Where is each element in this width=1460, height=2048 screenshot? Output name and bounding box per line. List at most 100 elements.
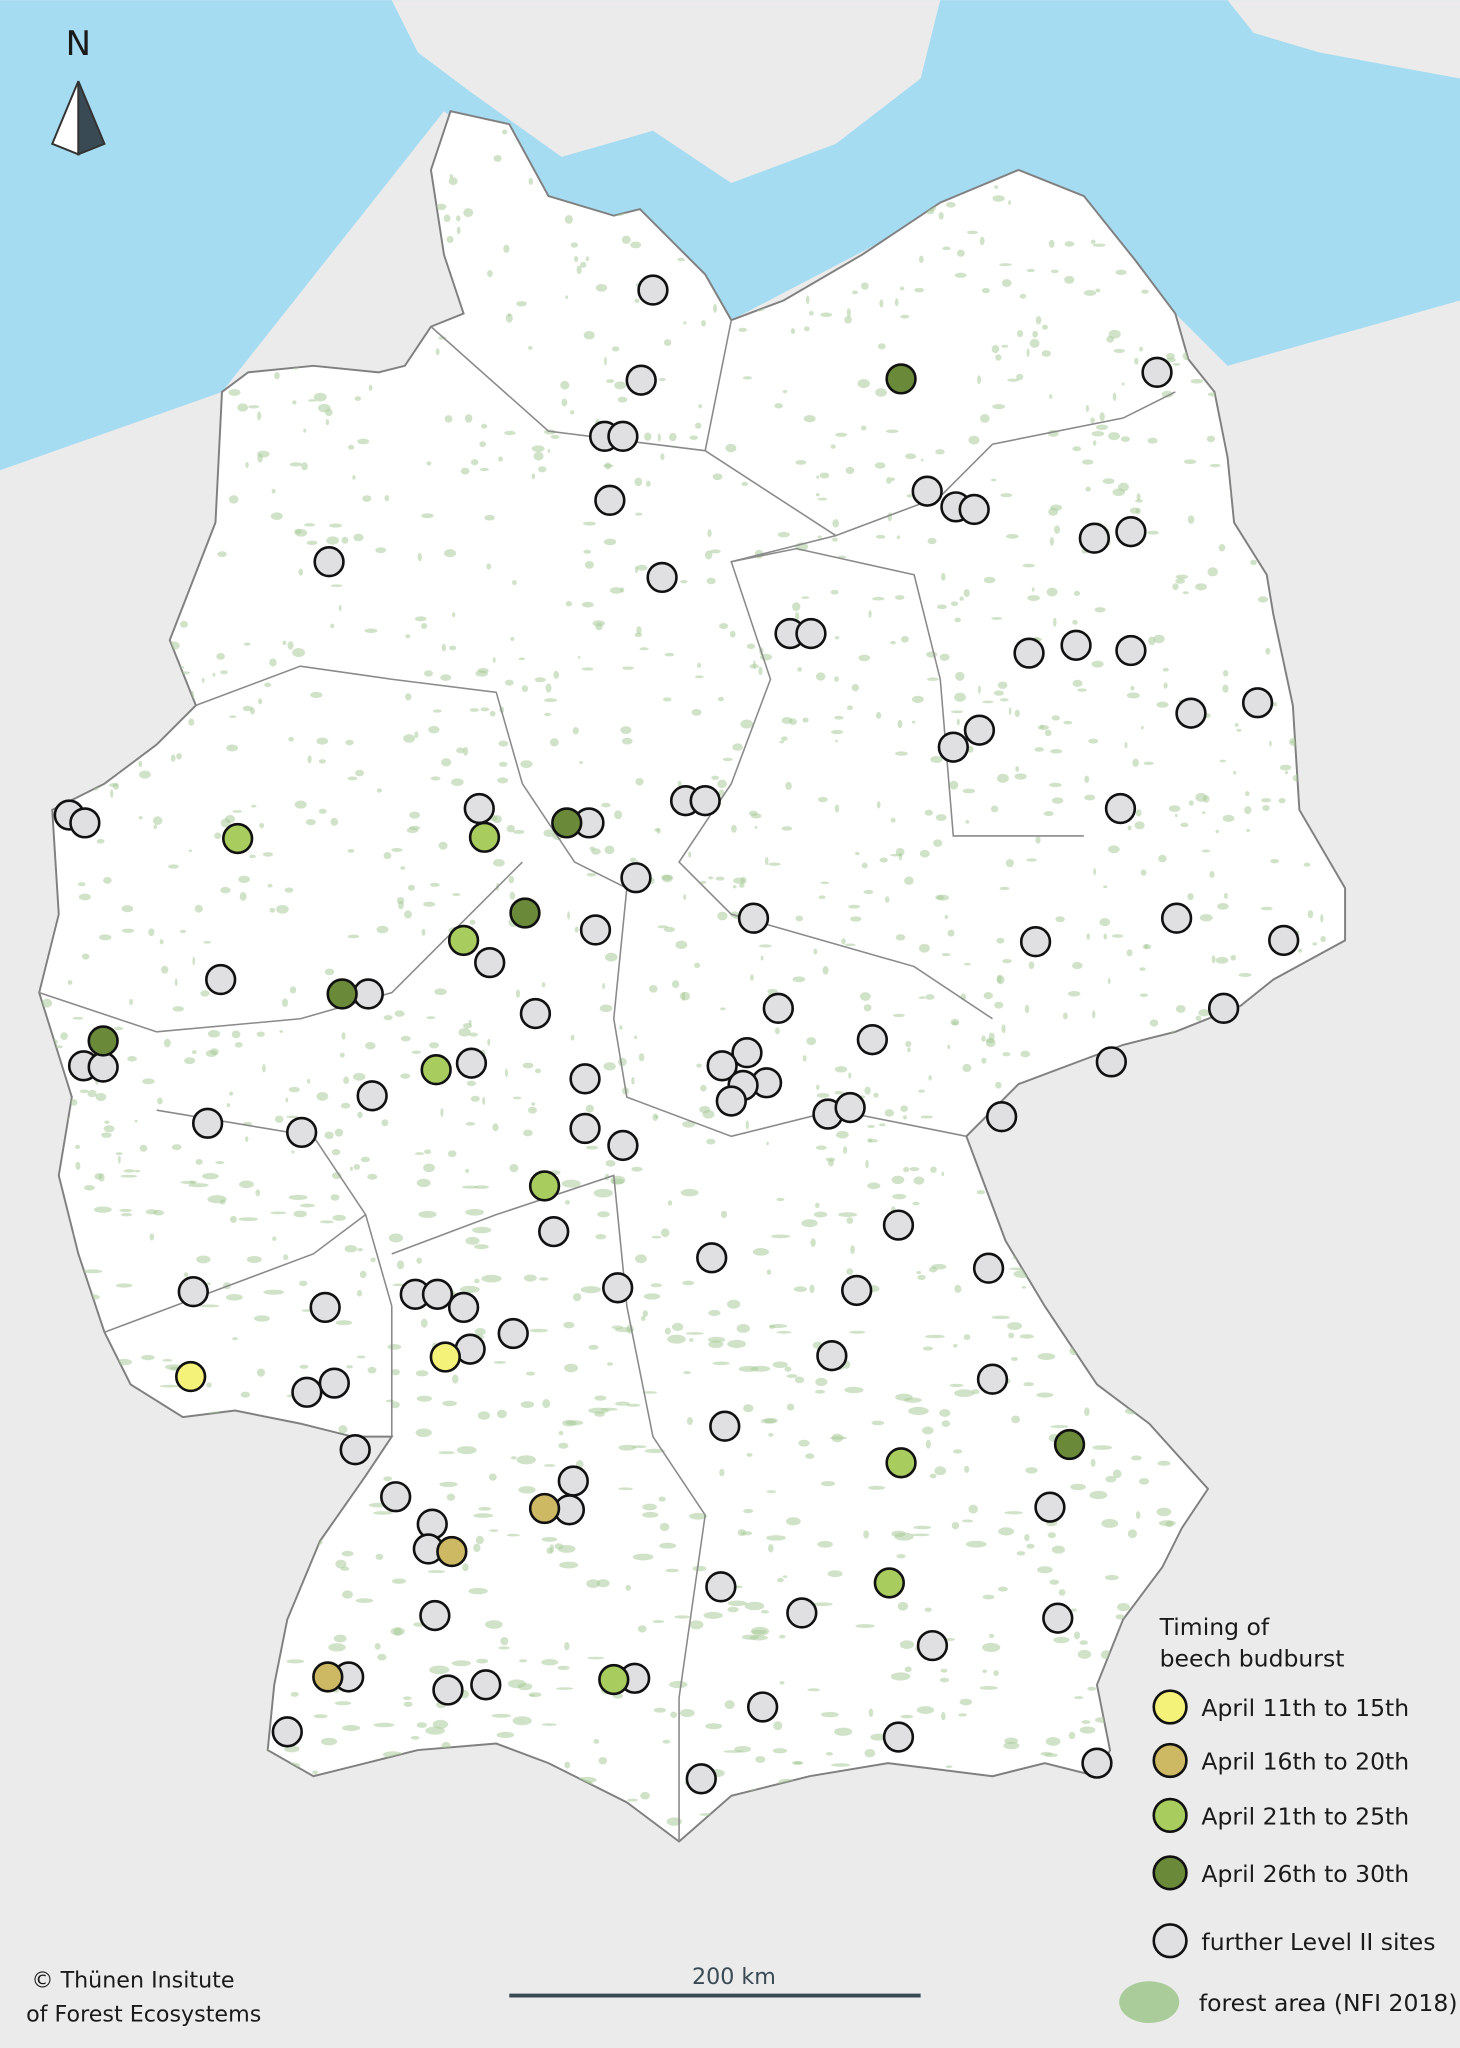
forest-patch	[758, 666, 763, 676]
forest-patch	[631, 1077, 635, 1085]
forest-patch	[240, 1391, 251, 1398]
forest-patch	[766, 1535, 786, 1541]
forest-patch	[834, 676, 839, 682]
forest-patch	[879, 857, 888, 863]
forest-patch	[196, 1255, 211, 1264]
level-ii-site	[1104, 792, 1137, 825]
forest-patch	[706, 577, 716, 585]
forest-patch	[1198, 1009, 1210, 1017]
forest-patch	[622, 666, 635, 670]
forest-patch	[815, 1377, 828, 1387]
level-ii-site	[816, 1340, 848, 1372]
forest-patch	[474, 1327, 486, 1336]
forest-patch	[228, 495, 239, 504]
forest-patch	[992, 403, 1006, 410]
forest-patch	[646, 480, 651, 487]
forest-patch	[626, 1403, 641, 1407]
forest-patch	[1074, 1696, 1084, 1700]
forest-patch	[887, 512, 893, 522]
forest-patch	[1072, 679, 1083, 687]
forest-patch	[324, 968, 335, 976]
forest-patch	[561, 1179, 581, 1188]
forest-patch	[930, 1166, 937, 1174]
forest-patch	[473, 1543, 481, 1553]
forest-patch	[1043, 811, 1054, 817]
forest-patch	[249, 854, 256, 859]
forest-patch	[717, 911, 728, 921]
level-ii-site	[706, 1050, 738, 1082]
forest-patch	[618, 1487, 634, 1491]
forest-patch	[420, 1318, 428, 1328]
forest-patch	[1090, 239, 1096, 245]
forest-patch	[215, 1161, 225, 1165]
forest-patch	[285, 1097, 289, 1103]
forest-patch	[1036, 1392, 1054, 1398]
forest-patch	[1019, 1334, 1034, 1339]
forest-patch	[992, 195, 1005, 202]
forest-patch	[281, 998, 289, 1008]
forest-patch	[456, 1446, 477, 1455]
level-ii-site	[432, 1674, 464, 1706]
forest-patch	[717, 779, 727, 789]
state-border	[678, 534, 993, 1020]
forest-patch	[1234, 722, 1239, 727]
forest-patch	[333, 1634, 347, 1643]
forest-patch	[473, 1513, 494, 1518]
forest-patch	[929, 1473, 937, 1479]
forest-patch	[1048, 239, 1055, 248]
forest-patch	[939, 1409, 951, 1417]
forest-patch	[557, 1665, 570, 1670]
forest-patch	[307, 755, 312, 764]
forest-patch	[900, 314, 910, 319]
forest-patch	[1149, 1019, 1159, 1027]
forest-patch	[1278, 797, 1286, 804]
forest-patch	[394, 1010, 405, 1017]
forest-patch	[474, 1185, 490, 1189]
level-ii-site	[557, 1465, 589, 1497]
forest-patch	[782, 389, 788, 394]
forest-patch	[570, 410, 575, 415]
forest-patch	[1211, 955, 1216, 964]
forest-patch	[1115, 269, 1127, 276]
forest-patch	[798, 1439, 810, 1447]
forest-patch	[238, 1180, 254, 1189]
forest-patch	[953, 1343, 958, 1348]
forest-patch	[996, 975, 1005, 985]
forest-patch	[688, 851, 692, 858]
forest-patch	[1262, 804, 1270, 811]
forest-patch	[879, 299, 884, 308]
forest-patch	[1135, 809, 1142, 817]
forest-patch	[895, 751, 909, 756]
forest-patch	[414, 616, 427, 622]
forest-patch	[1032, 330, 1038, 338]
forest-patch	[1103, 885, 1108, 889]
forest-patch	[1129, 507, 1140, 514]
level-ii-site	[569, 1112, 601, 1145]
forest-patch	[1138, 346, 1143, 352]
forest-patch	[491, 1713, 512, 1718]
forest-patch	[918, 1089, 925, 1093]
forest-patch	[201, 677, 205, 683]
forest-patch	[1269, 740, 1272, 747]
forest-patch	[1002, 1052, 1011, 1057]
forest-patch	[179, 929, 187, 934]
forest-patch	[504, 1068, 508, 1078]
forest-patch	[1092, 243, 1106, 247]
forest-patch	[649, 985, 658, 993]
forest-patch	[860, 282, 869, 290]
forest-patch	[1187, 515, 1195, 524]
forest-patch	[636, 564, 648, 571]
forest-patch	[488, 1473, 497, 1481]
forest-patch	[355, 769, 365, 777]
forest-patch	[585, 256, 589, 262]
forest-patch	[116, 1358, 133, 1366]
forest-patch	[163, 1038, 171, 1048]
forest-patch	[930, 756, 943, 764]
forest-patch	[580, 261, 587, 268]
forest-patch	[904, 876, 914, 885]
level-ii-site	[313, 546, 345, 578]
forest-patch	[956, 718, 960, 726]
level-ii-site	[69, 807, 101, 839]
forest-patch	[346, 1365, 353, 1369]
forest-patch	[449, 645, 457, 651]
